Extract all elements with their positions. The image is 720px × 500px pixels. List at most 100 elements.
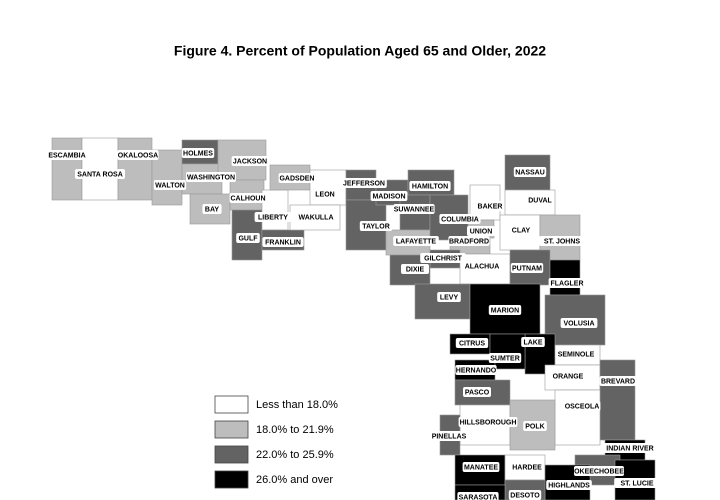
legend-label: 18.0% to 21.9% — [256, 424, 334, 436]
county-label-box — [599, 376, 637, 386]
county-label-box — [341, 178, 387, 188]
county-label-box — [46, 150, 88, 160]
county-label: LIBERTY — [258, 214, 288, 221]
county-label-box — [508, 490, 542, 500]
county-label-box — [546, 480, 592, 490]
county-label-box — [186, 172, 236, 182]
county-label-box — [236, 233, 260, 243]
county-label: DESOTO — [510, 492, 540, 499]
county-label: JACKSON — [233, 158, 267, 165]
county-label: INDIAN RIVER — [606, 445, 653, 452]
legend-label: Less than 18.0% — [256, 399, 338, 411]
county-region — [549, 259, 581, 296]
county-label-box — [393, 204, 435, 214]
county-label-box — [231, 156, 269, 166]
county-label-box — [420, 253, 466, 263]
county-label-box — [574, 466, 624, 476]
county-label: WASHINGTON — [187, 174, 235, 181]
county-label-box — [117, 150, 159, 160]
county-label-box — [600, 443, 660, 453]
county-label-box — [539, 236, 585, 246]
legend-label: 26.0% and over — [256, 474, 333, 486]
county-label: HILLSBOROUGH — [460, 419, 517, 426]
county-label-box — [153, 180, 187, 190]
map-title: Figure 4. Percent of Population Aged 65 … — [174, 43, 546, 59]
county-label: LEON — [315, 191, 334, 198]
county-label: MADISON — [372, 193, 405, 200]
county-label: OSCEOLA — [565, 403, 600, 410]
county-region — [599, 359, 636, 441]
county-label-box — [455, 365, 497, 375]
county-label-box — [563, 401, 601, 411]
county-label-box — [463, 387, 491, 397]
county-label: GILCHRIST — [424, 255, 462, 262]
county-label: NASSAU — [515, 169, 545, 176]
county-label: BRADFORD — [449, 238, 489, 245]
county-label: SARASOTA — [459, 494, 498, 500]
county-label: UNION — [470, 228, 493, 235]
county-label-box — [467, 226, 495, 236]
county-label-box — [75, 169, 125, 179]
county-label-box — [457, 492, 499, 500]
county-label-box — [555, 349, 597, 359]
county-label: ST. JOHNS — [544, 238, 581, 245]
legend-swatch — [214, 445, 249, 464]
county-label-box — [509, 225, 533, 235]
county-label-box — [476, 201, 504, 211]
county-label: ALACHUA — [465, 263, 500, 270]
county-label-box — [551, 371, 585, 381]
county-label: HARDEE — [512, 464, 542, 471]
county-label: OKEECHOBEE — [574, 468, 624, 475]
county-label-box — [229, 193, 267, 203]
county-label: PASCO — [465, 389, 490, 396]
county-label: HIGHLANDS — [548, 482, 590, 489]
county-label: CALHOUN — [231, 195, 266, 202]
county-label-box — [462, 462, 500, 472]
county-label: BAKER — [478, 203, 503, 210]
county-label-box — [510, 263, 544, 273]
county-label: LEVY — [440, 294, 459, 301]
county-label: WAKULLA — [299, 214, 334, 221]
county-label: HERNANDO — [456, 367, 497, 374]
county-label-box — [614, 478, 660, 488]
county-label: DUVAL — [528, 197, 552, 204]
county-label-box — [463, 261, 501, 271]
county-label: OKALOOSA — [118, 152, 158, 159]
county-label: ORANGE — [553, 373, 584, 380]
county-label: TAYLOR — [362, 223, 390, 230]
county-label-box — [521, 337, 545, 347]
county-region — [554, 389, 601, 446]
county-label: ST. LUCIE — [620, 480, 653, 487]
county-label: SUMTER — [490, 355, 520, 362]
county-label: CITRUS — [459, 340, 485, 347]
county-label: MARION — [491, 307, 519, 314]
county-label: BREVARD — [601, 378, 635, 385]
county-label: COLUMBIA — [441, 216, 479, 223]
county-label-box — [297, 212, 335, 222]
county-label: PUTNAM — [512, 265, 542, 272]
county-label-box — [448, 236, 490, 246]
county-region — [189, 193, 231, 225]
county-label-box — [202, 204, 222, 214]
county-label-box — [262, 237, 304, 247]
county-label-box — [439, 214, 481, 224]
county-label: DIXIE — [406, 266, 425, 273]
county-label-box — [254, 212, 292, 222]
county-label-box — [548, 278, 586, 288]
county-label: FRANKLIN — [265, 239, 301, 246]
county-label-box — [526, 195, 554, 205]
county-label-box — [428, 431, 470, 441]
county-label: MANATEE — [464, 464, 498, 471]
county-label: ESCAMBIA — [48, 152, 85, 159]
county-label: JEFFERSON — [343, 180, 385, 187]
legend-swatch — [214, 470, 249, 489]
county-region — [309, 169, 347, 206]
legend-swatch — [214, 395, 249, 414]
county-label-box — [370, 191, 408, 201]
county-region — [117, 137, 153, 201]
county-label-box — [313, 189, 337, 199]
county-label: LAFAYETTE — [396, 238, 437, 245]
county-label-box — [181, 148, 215, 158]
county-region — [489, 333, 526, 370]
